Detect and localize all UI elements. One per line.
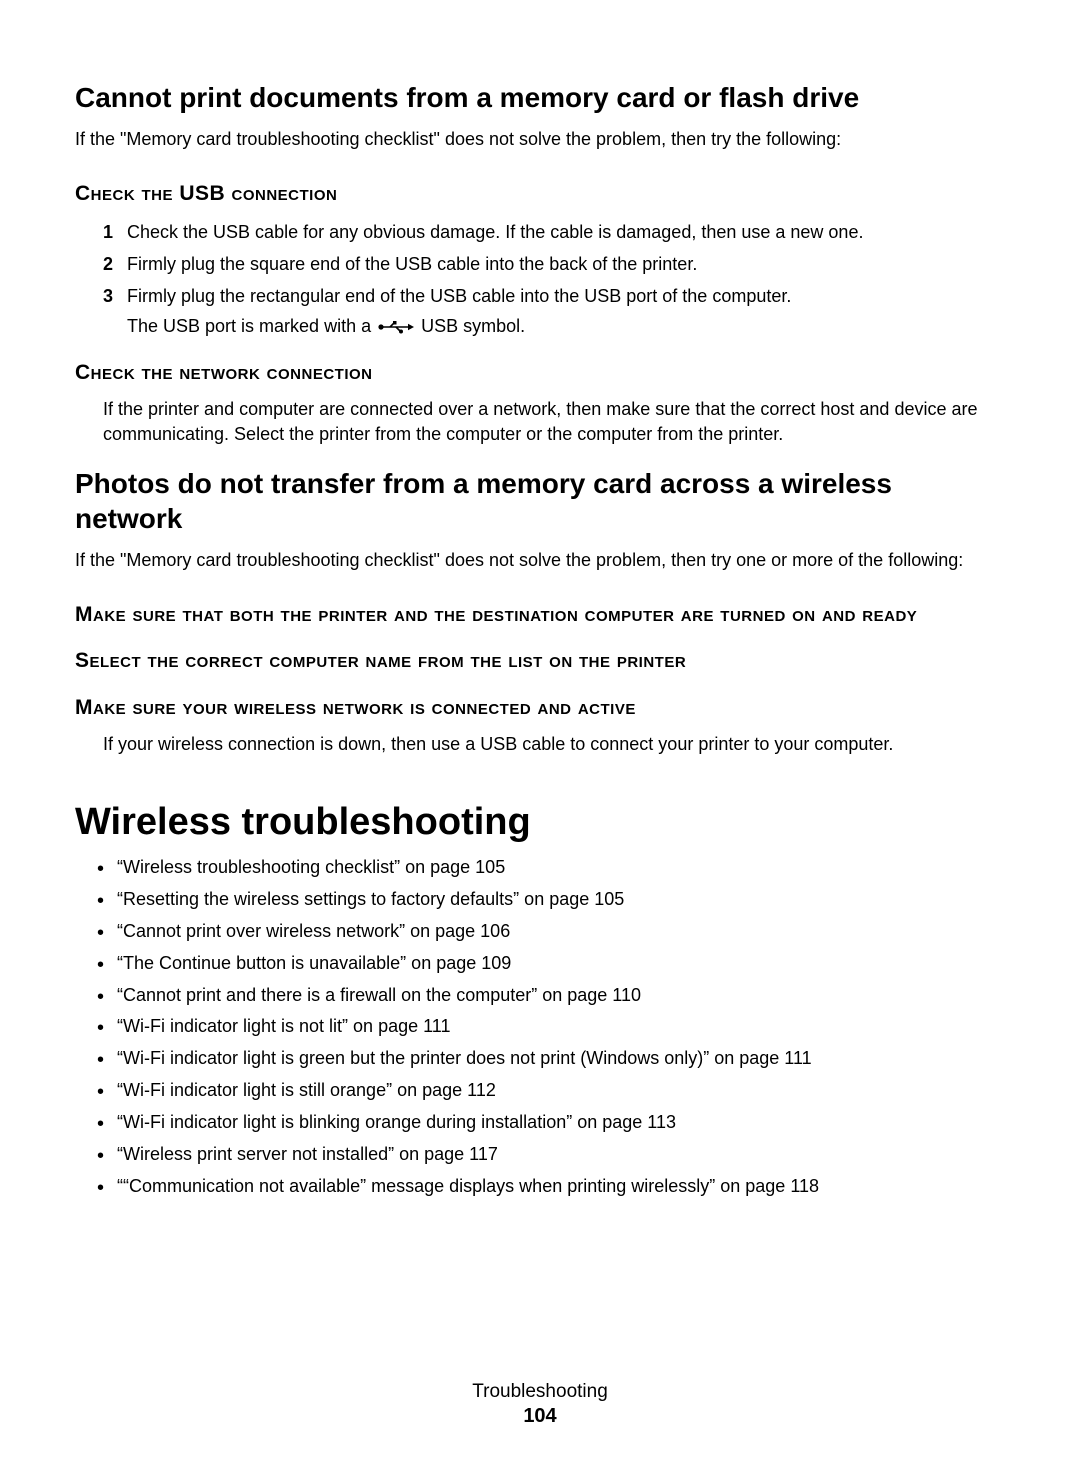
network-body: If the printer and computer are connecte…: [103, 397, 1005, 447]
page-footer: Troubleshooting 104: [75, 1381, 1005, 1428]
usb-note-suffix: USB symbol.: [416, 316, 525, 336]
heading-printer-computer-ready: Make sure that both the printer and the …: [75, 601, 1005, 629]
list-item: “Wi-Fi indicator light is not lit” on pa…: [97, 1013, 1005, 1041]
step-text: Check the USB cable for any obvious dama…: [127, 222, 863, 242]
list-item: 2Firmly plug the square end of the USB c…: [103, 251, 1005, 277]
heading-check-network: Check the network connection: [75, 359, 1005, 387]
usb-steps-list: 1Check the USB cable for any obvious dam…: [75, 219, 1005, 339]
list-item: “Wi-Fi indicator light is green but the …: [97, 1045, 1005, 1073]
heading-wireless-troubleshooting: Wireless troubleshooting: [75, 801, 1005, 844]
usb-note-prefix: The USB port is marked with a: [127, 316, 376, 336]
heading-select-computer: Select the correct computer name from th…: [75, 647, 1005, 675]
wireless-active-body: If your wireless connection is down, the…: [103, 732, 1005, 757]
footer-section-name: Troubleshooting: [75, 1381, 1005, 1403]
heading-wireless-active: Make sure your wireless network is conne…: [75, 694, 1005, 722]
list-item: 1Check the USB cable for any obvious dam…: [103, 219, 1005, 245]
list-item: “Wireless print server not installed” on…: [97, 1141, 1005, 1169]
step-text: Firmly plug the rectangular end of the U…: [127, 286, 791, 306]
step-text: Firmly plug the square end of the USB ca…: [127, 254, 697, 274]
list-item: “Wireless troubleshooting checklist” on …: [97, 854, 1005, 882]
list-item: “Resetting the wireless settings to fact…: [97, 886, 1005, 914]
heading-photos-no-transfer: Photos do not transfer from a memory car…: [75, 466, 1005, 536]
list-item: 3Firmly plug the rectangular end of the …: [103, 283, 1005, 339]
document-page: Cannot print documents from a memory car…: [0, 0, 1080, 1468]
intro-cannot-print: If the "Memory card troubleshooting chec…: [75, 127, 1005, 152]
heading-check-usb: Check the USB connection: [75, 180, 1005, 208]
intro-photos: If the "Memory card troubleshooting chec…: [75, 548, 1005, 573]
footer-page-number: 104: [75, 1405, 1005, 1428]
list-item: “Cannot print over wireless network” on …: [97, 918, 1005, 946]
list-item: “Wi-Fi indicator light is still orange” …: [97, 1077, 1005, 1105]
wireless-topics-list: “Wireless troubleshooting checklist” on …: [75, 854, 1005, 1201]
list-item: “Wi-Fi indicator light is blinking orang…: [97, 1109, 1005, 1137]
list-item: ““Communication not available” message d…: [97, 1173, 1005, 1201]
list-item: “Cannot print and there is a firewall on…: [97, 982, 1005, 1010]
list-item: “The Continue button is unavailable” on …: [97, 950, 1005, 978]
heading-cannot-print-memory: Cannot print documents from a memory car…: [75, 80, 1005, 115]
usb-icon: [378, 320, 414, 334]
